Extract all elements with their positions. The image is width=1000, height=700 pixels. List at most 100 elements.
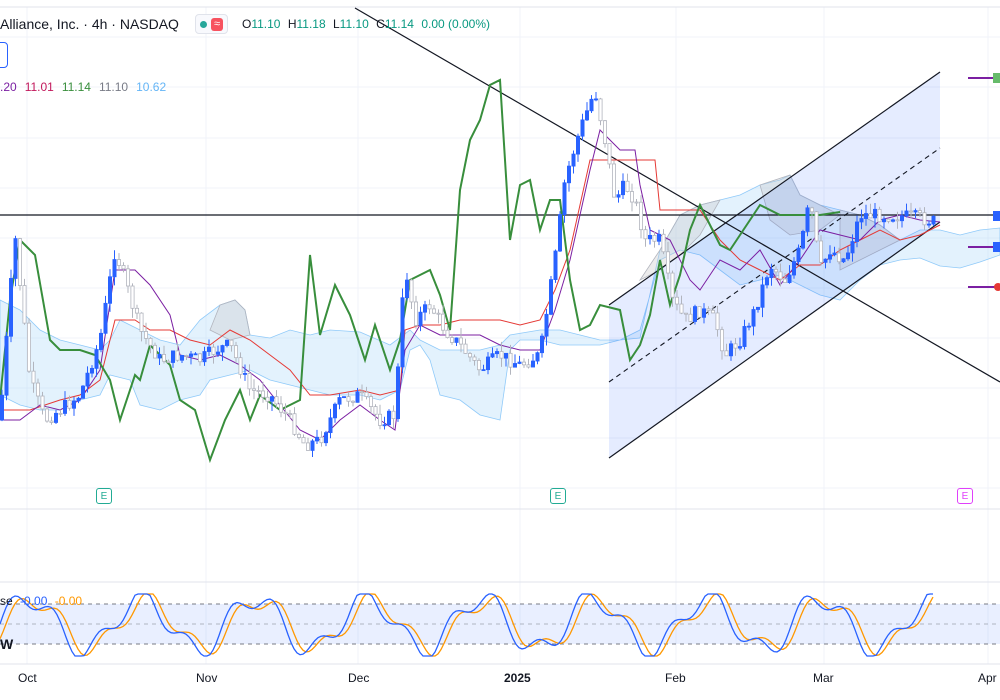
candle-body <box>99 332 104 350</box>
oscillator-legend[interactable]: se -0.00 -0.00 <box>0 594 82 608</box>
symbol-title[interactable]: Alliance, Inc. · 4h · NASDAQ <box>0 16 179 32</box>
candle-body <box>90 367 95 374</box>
candle-body <box>251 388 256 391</box>
candle-body <box>436 312 441 315</box>
candle-body <box>287 413 292 415</box>
candle-body <box>323 432 328 444</box>
candle-body <box>346 396 351 402</box>
channel-upper-line[interactable] <box>608 71 941 306</box>
candle-body <box>846 252 851 260</box>
candle-body <box>918 210 923 214</box>
candle-body <box>54 412 59 423</box>
candle-body <box>233 345 238 359</box>
candle-body <box>301 437 306 444</box>
candle-body <box>517 361 522 364</box>
channel-lower-line[interactable] <box>608 221 941 459</box>
candle-body <box>427 304 432 310</box>
earnings-marker-1[interactable]: E <box>96 488 112 504</box>
candle-body <box>832 252 837 256</box>
candle-body <box>540 335 545 354</box>
candle-body <box>828 254 833 260</box>
candle-body <box>247 373 252 390</box>
oscillator-value-k: -0.00 <box>20 594 48 608</box>
candle-body <box>598 98 603 122</box>
candle-body <box>157 354 162 359</box>
candle-body <box>130 285 135 309</box>
candle-body <box>485 356 490 371</box>
candle-body <box>373 406 378 415</box>
candle-body <box>702 308 707 318</box>
candle-body <box>756 306 761 310</box>
candle-body <box>400 297 405 368</box>
candle-body <box>242 373 247 375</box>
x-axis-label-apr: Apr <box>978 671 997 685</box>
candle-body <box>283 411 288 414</box>
x-axis-label-nov: Nov <box>196 671 218 685</box>
ohlc-open: 11.10 <box>251 17 281 31</box>
candle-body <box>666 251 671 274</box>
ohlc-close: 11.14 <box>384 17 414 31</box>
candle-body <box>449 337 454 343</box>
descending-trend-line[interactable] <box>354 7 1000 383</box>
candle-body <box>422 304 427 313</box>
candle-body <box>909 210 914 213</box>
candle-body <box>467 353 472 358</box>
candle-body <box>40 395 45 410</box>
candle-body <box>778 271 783 280</box>
candle-body <box>711 309 716 314</box>
x-axis-label-dec: Dec <box>348 671 370 685</box>
candle-body <box>670 272 675 298</box>
candle-body <box>319 436 324 444</box>
candle-body <box>256 390 261 392</box>
candle-body <box>85 372 90 387</box>
candle-body <box>229 339 234 347</box>
candle-body <box>841 258 846 263</box>
data-status-button[interactable]: ≈ <box>194 14 228 34</box>
candle-body <box>215 351 220 355</box>
candle-body <box>395 366 400 420</box>
price-tag-blue-2[interactable] <box>993 242 1000 252</box>
candle-body <box>292 413 297 435</box>
candle-body <box>269 396 274 402</box>
ichimoku-cloud <box>0 174 1000 421</box>
candle-body <box>585 110 590 121</box>
candle-body <box>418 311 423 326</box>
candle-body <box>639 201 644 231</box>
candle-body <box>117 259 122 266</box>
candle-body <box>706 308 711 311</box>
candle-body <box>675 296 680 305</box>
candle-body <box>531 360 536 368</box>
drawing-tool-button[interactable] <box>0 42 8 68</box>
candle-body <box>332 403 337 419</box>
oscillator-label: se <box>0 594 13 608</box>
candle-body <box>877 208 882 223</box>
candle-body <box>81 385 86 399</box>
candle-body <box>652 234 657 242</box>
candle-body <box>931 215 936 225</box>
price-tag-blue[interactable] <box>993 211 1000 221</box>
candle-body <box>837 252 842 263</box>
earnings-marker-future[interactable]: E <box>957 488 973 504</box>
candle-body <box>787 274 792 284</box>
symbol-legend: Alliance, Inc. · 4h · NASDAQ ≈ O11.10 H1… <box>0 12 494 36</box>
candle-body <box>67 399 72 409</box>
indicator-legend[interactable]: .20 11.01 11.14 11.10 10.62 <box>0 80 166 94</box>
indicator-value-5: 10.62 <box>136 80 167 94</box>
candle-body <box>121 265 126 270</box>
channel-median-line[interactable] <box>608 147 941 383</box>
candle-body <box>49 420 54 423</box>
stop-marker[interactable] <box>994 283 1000 291</box>
oscillator-value-d: -0.00 <box>54 594 83 608</box>
candle-body <box>296 433 301 438</box>
candle-body <box>729 343 734 357</box>
earnings-marker-2[interactable]: E <box>550 488 566 504</box>
price-tag-green[interactable] <box>993 73 1000 83</box>
chikou-line <box>0 78 841 464</box>
candle-body <box>553 250 558 280</box>
candle-body <box>630 191 635 203</box>
x-axis-label-2025: 2025 <box>504 671 531 685</box>
candle-body <box>72 400 77 409</box>
candle-body <box>549 279 554 315</box>
candle-body <box>404 279 409 299</box>
